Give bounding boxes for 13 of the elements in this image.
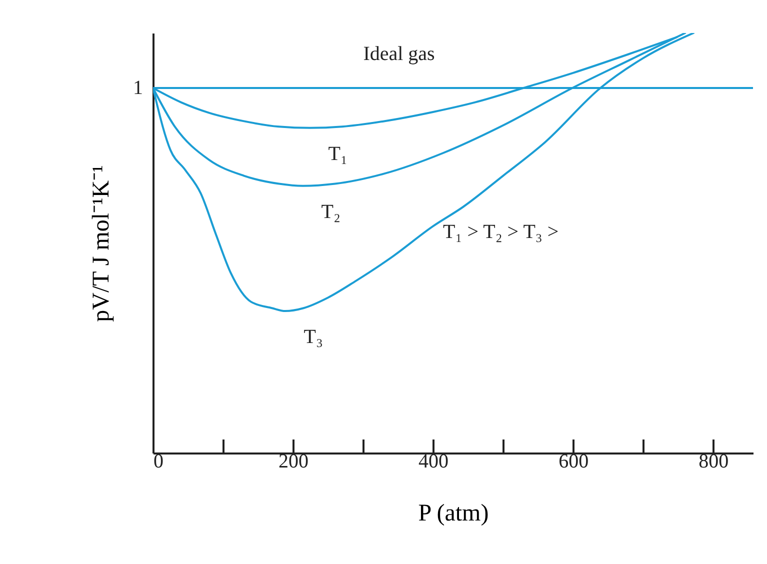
x-tick-label: 800 (698, 450, 729, 472)
annotation: T₁ > T₂ > T₃ > (443, 221, 559, 243)
x-tick-label: 0 (154, 450, 164, 472)
x-tick-label: 600 (558, 450, 589, 472)
series-label: T₁ (328, 142, 348, 165)
text: 1 (133, 77, 143, 99)
x-tick-label: 200 (278, 450, 309, 472)
y-axis-title: pV/T J mol⁻¹K⁻¹ (88, 165, 114, 322)
x-tick-label: 400 (418, 450, 449, 472)
series-label: T₃ (304, 326, 323, 348)
x-axis-title: P (atm) (418, 500, 489, 526)
series-label: Ideal gas (363, 43, 436, 66)
series-label: T₂ (321, 200, 340, 223)
